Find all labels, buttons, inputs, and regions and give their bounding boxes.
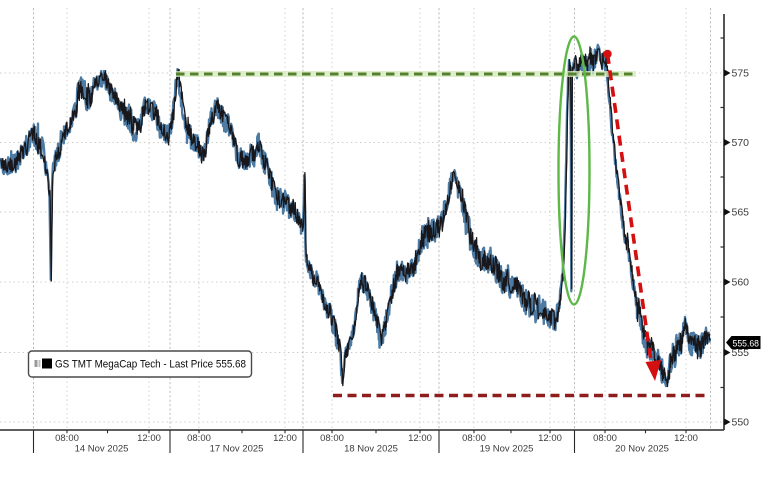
svg-text:12:00: 12:00 (408, 433, 432, 444)
svg-text:08:00: 08:00 (593, 433, 617, 444)
svg-text:12:00: 12:00 (538, 433, 562, 444)
svg-text:19 Nov 2025: 19 Nov 2025 (480, 444, 534, 455)
svg-text:12:00: 12:00 (674, 433, 698, 444)
svg-text:12:00: 12:00 (273, 433, 297, 444)
svg-text:570: 570 (732, 137, 750, 149)
svg-text:14 Nov 2025: 14 Nov 2025 (75, 444, 129, 455)
svg-text:565: 565 (732, 207, 750, 219)
svg-text:20 Nov 2025: 20 Nov 2025 (615, 444, 669, 455)
svg-text:08:00: 08:00 (462, 433, 486, 444)
svg-text:575: 575 (732, 68, 750, 80)
svg-text:08:00: 08:00 (187, 433, 211, 444)
svg-text:GS TMT MegaCap Tech - Last Pri: GS TMT MegaCap Tech - Last Price 555.68 (55, 359, 246, 371)
svg-text:555.68: 555.68 (733, 338, 760, 349)
svg-text:18 Nov 2025: 18 Nov 2025 (344, 444, 398, 455)
svg-text:08:00: 08:00 (320, 433, 344, 444)
svg-text:555: 555 (732, 347, 750, 359)
svg-text:550: 550 (732, 417, 750, 429)
svg-text:560: 560 (732, 277, 750, 289)
svg-text:12:00: 12:00 (137, 433, 161, 444)
svg-text:08:00: 08:00 (55, 433, 79, 444)
svg-text:17 Nov 2025: 17 Nov 2025 (210, 444, 264, 455)
